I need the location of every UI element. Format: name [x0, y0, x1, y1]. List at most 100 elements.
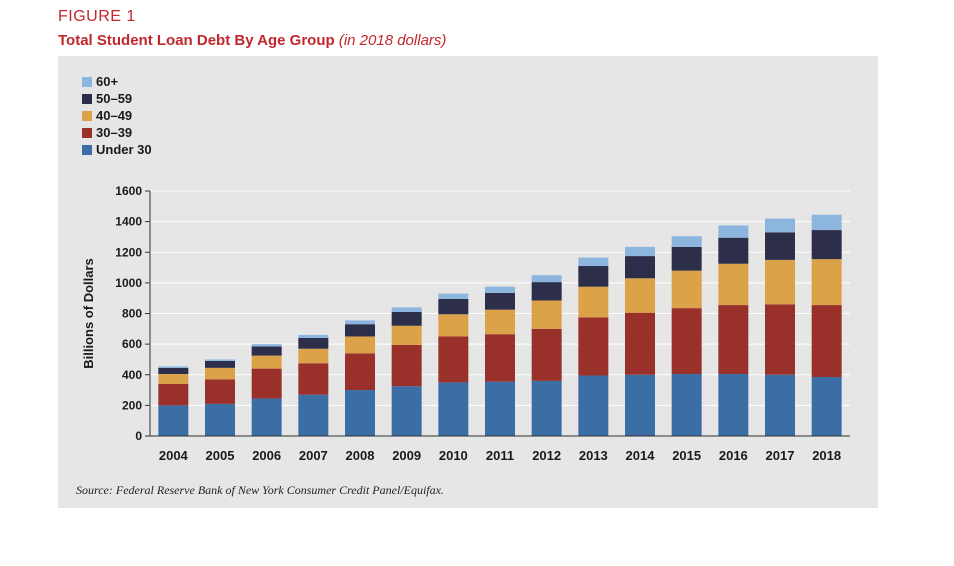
bar-segment-40-49-2016 [718, 263, 749, 306]
bar-segment-40-49-2005 [205, 367, 235, 380]
legend-label: 40–49 [96, 108, 133, 123]
bar-segment-50-59-2013 [578, 266, 609, 287]
chart-title: Total Student Loan Debt By Age Group (in… [58, 32, 446, 49]
bar-segment-50-59-2010 [438, 298, 469, 315]
bar-segment-50-59-2004 [158, 367, 189, 374]
legend-swatch [82, 76, 92, 87]
legend-item-30-39: 30–39 [82, 124, 152, 141]
bar-segment-30-39-2005 [205, 379, 235, 404]
legend-item-40-49: 40–49 [82, 107, 152, 124]
bar-segment-60plus-2004 [158, 366, 189, 368]
bar-segment-40-49-2008 [345, 336, 375, 354]
bar-segment-under30-2009 [391, 386, 422, 436]
legend-label: 50–59 [96, 91, 133, 106]
bar-segment-30-39-2012 [531, 328, 562, 381]
bar-segment-60plus-2006 [251, 344, 282, 347]
bar-segment-60plus-2017 [765, 218, 795, 233]
x-tick-label: 2016 [719, 448, 748, 463]
bar-segment-under30-2008 [345, 390, 375, 436]
legend-item-50-59: 50–59 [82, 90, 152, 107]
x-tick-label: 2005 [206, 448, 235, 463]
bar-segment-under30-2017 [765, 374, 795, 436]
bar-segment-50-59-2006 [251, 346, 282, 356]
bar-segment-30-39-2018 [811, 305, 842, 378]
legend-label: Under 30 [96, 142, 152, 157]
x-tick-label: 2007 [299, 448, 328, 463]
bar-segment-30-39-2010 [438, 336, 469, 383]
y-axis-label: Billions of Dollars [81, 258, 96, 369]
x-tick-label: 2011 [486, 448, 514, 463]
bar-segment-under30-2013 [578, 375, 609, 436]
bar-segment-30-39-2013 [578, 317, 609, 376]
y-tick-label: 1200 [115, 245, 142, 259]
y-tick-label: 400 [122, 368, 142, 382]
bar-segment-50-59-2007 [298, 338, 329, 349]
bar-segment-30-39-2009 [391, 344, 422, 387]
bar-segment-60plus-2009 [391, 307, 422, 312]
bar-segment-under30-2011 [485, 381, 515, 436]
bar-segment-under30-2007 [298, 394, 329, 436]
bar-segment-40-49-2018 [811, 259, 842, 306]
bar-segment-under30-2010 [438, 382, 469, 436]
bar-segment-50-59-2012 [531, 282, 562, 301]
bar-segment-under30-2005 [205, 403, 235, 436]
bar-segment-50-59-2017 [765, 232, 795, 260]
chart-title-text: Total Student Loan Debt By Age Group [58, 32, 335, 49]
figure-label: FIGURE 1 [58, 8, 136, 25]
bar-segment-60plus-2008 [345, 320, 375, 325]
bar-segment-40-49-2006 [251, 355, 282, 369]
legend: 60+ 50–59 40–49 30–39 Under 30 [82, 73, 152, 158]
legend-label: 30–39 [96, 125, 133, 140]
bar-segment-under30-2006 [251, 398, 282, 436]
bar-segment-50-59-2014 [625, 256, 655, 279]
x-tick-label: 2015 [672, 448, 701, 463]
legend-item-under30: Under 30 [82, 141, 152, 158]
bar-segment-60plus-2016 [718, 225, 749, 238]
bar-segment-under30-2018 [811, 377, 842, 436]
bar-segment-60plus-2014 [625, 246, 655, 257]
bar-segment-40-49-2017 [765, 259, 795, 305]
x-tick-label: 2004 [159, 448, 189, 463]
bar-segment-40-49-2010 [438, 314, 469, 337]
bar-segment-60plus-2007 [298, 334, 329, 338]
bar-segment-40-49-2015 [671, 270, 702, 309]
bar-segment-60plus-2011 [485, 286, 515, 293]
bar-segment-under30-2016 [718, 373, 749, 436]
x-tick-label: 2017 [766, 448, 795, 463]
bar-segment-30-39-2017 [765, 304, 795, 375]
bar-segment-40-49-2014 [625, 278, 655, 313]
source-note: Source: Federal Reserve Bank of New York… [76, 483, 444, 497]
bar-segment-50-59-2009 [391, 311, 422, 326]
bar-segment-40-49-2011 [485, 309, 515, 335]
legend-swatch [82, 127, 92, 138]
legend-label: 60+ [96, 74, 119, 89]
bar-segment-40-49-2012 [531, 300, 562, 329]
bar-segment-50-59-2011 [485, 292, 515, 310]
bar-segment-under30-2012 [531, 380, 562, 436]
bar-segment-30-39-2004 [158, 383, 189, 406]
y-tick-label: 200 [122, 398, 142, 412]
x-tick-label: 2006 [252, 448, 281, 463]
legend-swatch [82, 110, 92, 121]
bar-segment-30-39-2014 [625, 312, 655, 375]
y-tick-label: 1000 [115, 276, 142, 290]
bar-segment-40-49-2009 [391, 325, 422, 345]
bar-segment-60plus-2012 [531, 275, 562, 283]
bar-segment-40-49-2004 [158, 373, 189, 384]
y-tick-label: 1600 [115, 184, 142, 198]
x-tick-label: 2013 [579, 448, 608, 463]
y-tick-label: 600 [122, 337, 142, 351]
bar-segment-30-39-2006 [251, 368, 282, 399]
bar-segment-60plus-2015 [671, 236, 702, 247]
bar-segment-40-49-2013 [578, 286, 609, 318]
bar-segment-50-59-2016 [718, 237, 749, 264]
legend-item-60plus: 60+ [82, 73, 152, 90]
x-tick-label: 2012 [532, 448, 561, 463]
bar-segment-under30-2004 [158, 405, 189, 436]
bar-segment-30-39-2016 [718, 305, 749, 374]
bar-segment-60plus-2010 [438, 293, 469, 299]
bar-segment-under30-2014 [625, 374, 655, 436]
legend-swatch [82, 93, 92, 104]
bar-segment-50-59-2005 [205, 360, 235, 368]
x-tick-label: 2009 [392, 448, 421, 463]
